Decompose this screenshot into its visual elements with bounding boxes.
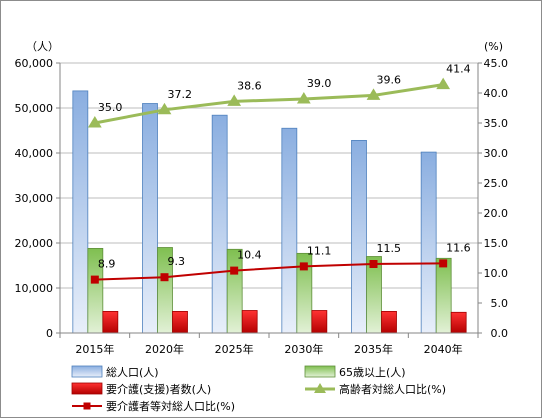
x-category-label: 2020年 <box>145 342 184 356</box>
right-tick-label: 0.0 <box>491 327 509 340</box>
left-tick-label: 50,000 <box>15 102 54 115</box>
x-category-label: 2025年 <box>215 342 254 356</box>
legend-care-needed: 要介護(支援)者数(人) <box>71 382 211 396</box>
marker-care-ratio <box>369 260 378 268</box>
data-label-care-ratio: 8.9 <box>98 258 116 271</box>
marker-care-ratio <box>299 262 308 271</box>
gridlines <box>60 62 478 289</box>
legend-swatch <box>304 365 336 378</box>
legend: 総人口(人) 65歳以上(人) 要介護(支援)者数(人) 高齢者対総人口比(%) 要介護… <box>71 365 446 413</box>
data-label-elderly-ratio: 37.2 <box>168 88 193 101</box>
marker-elderly-ratio <box>87 116 102 128</box>
x-category-label: 2030年 <box>284 342 323 356</box>
line-care-ratio <box>94 262 444 281</box>
marker-elderly-ratio <box>436 77 451 90</box>
legend-swatch-marker <box>83 402 91 410</box>
data-label-care-ratio: 10.4 <box>237 249 262 262</box>
legend-elderly-65plus: 65歳以上(人) <box>304 365 406 379</box>
left-axis-unit: （人） <box>26 40 59 53</box>
bar-total-population <box>211 114 228 334</box>
right-tick-label: 40.0 <box>484 87 509 100</box>
legend-label: 要介護(支援)者数(人) <box>106 382 211 396</box>
data-label-elderly-ratio: 35.0 <box>98 101 123 114</box>
data-label-care-ratio: 9.3 <box>168 255 186 268</box>
right-tick-label: 45.0 <box>484 57 509 70</box>
marker-elderly-ratio <box>296 92 311 104</box>
right-tick-label: 30.0 <box>484 147 509 160</box>
data-label-elderly-ratio: 38.6 <box>237 79 262 92</box>
line-layer <box>87 77 451 284</box>
marker-care-ratio <box>90 275 99 284</box>
bar-total-population <box>351 139 367 334</box>
bar-elderly-65plus <box>435 257 452 334</box>
legend-total-population: 総人口(人) <box>71 365 159 379</box>
bar-layer <box>72 90 467 334</box>
data-label-elderly-ratio: 39.6 <box>377 73 402 86</box>
marker-care-ratio <box>230 266 239 275</box>
x-category-label: 2015年 <box>75 342 114 356</box>
bar-care-needed <box>102 310 119 334</box>
bar-care-needed <box>381 310 397 334</box>
legend-elderly-ratio: 高齢者対総人口比(%) <box>305 382 446 396</box>
right-tick-label: 5.0 <box>491 297 509 310</box>
legend-swatch <box>71 365 103 378</box>
right-tick-label: 20.0 <box>484 207 509 220</box>
legend-care-ratio: 要介護者等対総人口比(%) <box>72 399 235 413</box>
bar-care-needed <box>311 310 328 334</box>
axis-layer: 0 10,000 20,000 30,000 40,000 50,000 60,000 0.0… <box>15 40 509 356</box>
marker-care-ratio <box>160 273 169 282</box>
data-label-layer: 35.0 37.2 38.6 39.0 39.6 41.4 8.9 9.3 10.4 11.1 11… <box>98 63 471 271</box>
legend-label: 高齢者対総人口比(%) <box>339 382 446 396</box>
marker-elderly-ratio <box>366 88 381 100</box>
right-axis-unit: (%) <box>484 40 503 53</box>
right-tick-label: 15.0 <box>484 237 509 250</box>
left-tick-label: 20,000 <box>15 237 54 250</box>
data-label-elderly-ratio: 41.4 <box>446 63 471 76</box>
left-tick-label: 40,000 <box>15 147 54 160</box>
bar-care-needed <box>172 310 188 334</box>
bar-care-needed <box>450 311 467 334</box>
data-label-elderly-ratio: 39.0 <box>307 77 332 90</box>
x-category-label: 2040年 <box>424 342 463 356</box>
legend-swatch <box>71 382 103 395</box>
left-tick-label: 0 <box>46 327 53 340</box>
legend-swatch-marker <box>314 383 326 393</box>
line-elderly-ratio <box>94 83 444 125</box>
right-tick-label: 10.0 <box>484 267 509 280</box>
bar-total-population <box>420 151 437 334</box>
bar-elderly-65plus <box>226 248 243 334</box>
bar-care-needed <box>241 310 258 334</box>
marker-care-ratio <box>439 259 448 268</box>
right-tick-label: 35.0 <box>484 117 509 130</box>
data-label-care-ratio: 11.1 <box>307 244 332 257</box>
legend-label: 要介護者等対総人口比(%) <box>106 399 235 413</box>
left-tick-label: 60,000 <box>15 57 54 70</box>
bar-total-population <box>142 103 158 334</box>
legend-label: 総人口(人) <box>106 365 159 379</box>
x-category-label: 2035年 <box>354 342 393 356</box>
bar-total-population <box>72 90 89 334</box>
right-tick-label: 25.0 <box>484 177 509 190</box>
bar-total-population <box>281 127 298 334</box>
legend-label: 65歳以上(人) <box>339 366 406 379</box>
data-label-care-ratio: 11.6 <box>446 241 471 254</box>
left-tick-label: 30,000 <box>15 192 54 205</box>
marker-elderly-ratio <box>157 102 172 115</box>
marker-elderly-ratio <box>227 94 242 106</box>
data-label-care-ratio: 11.5 <box>377 242 402 255</box>
left-tick-label: 10,000 <box>15 282 54 295</box>
